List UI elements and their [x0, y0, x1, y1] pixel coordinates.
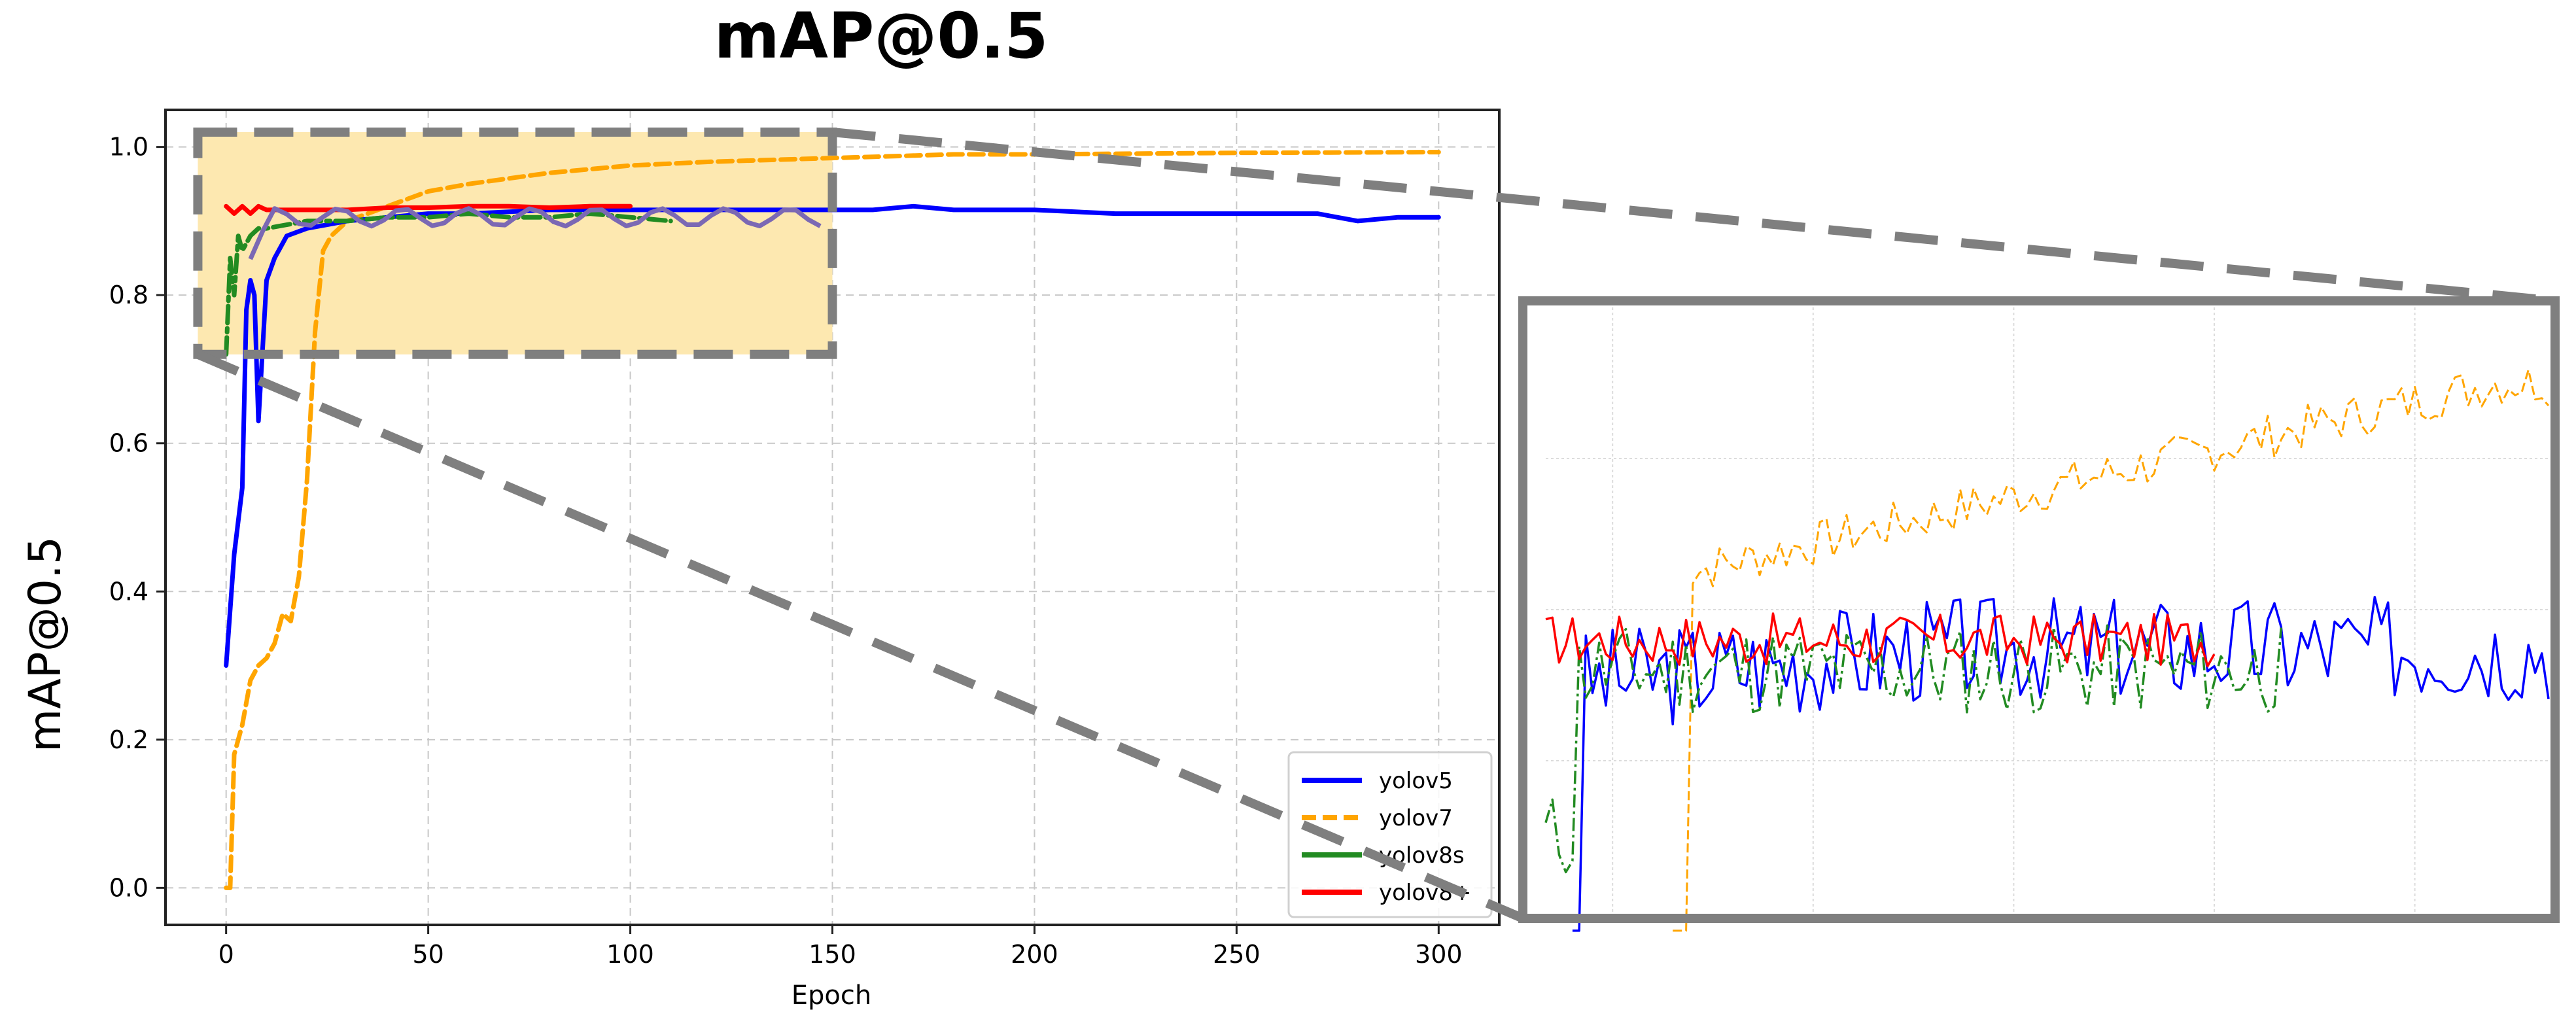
x-tick-label: 250 [1213, 940, 1261, 969]
x-tick-label: 50 [412, 940, 444, 969]
series-line-yolov7 [224, 150, 1441, 890]
x-tick-label: 200 [1011, 940, 1058, 969]
legend-label: yolov5 [1379, 768, 1453, 794]
zoom-series-yolov5 [1572, 595, 2550, 932]
zoom-series-yolov7 [1673, 368, 2550, 932]
series-overlap-blend [248, 206, 822, 260]
y-tick-label: 0.4 [109, 577, 148, 606]
legend-label: yolov7 [1379, 805, 1453, 831]
y-tick-label: 1.0 [109, 133, 148, 162]
legend-box [1287, 751, 1493, 918]
y-axis-label: mAP@0.5 [20, 536, 71, 752]
figure-title: mAP@0.5 [714, 0, 1049, 73]
y-tick-label: 0.6 [109, 429, 148, 458]
zoom-series-yolov8s [1544, 624, 2282, 874]
x-tick-label: 0 [218, 940, 234, 969]
y-tick-label: 0.8 [109, 281, 148, 309]
zoom-series-yolov8plus [1545, 612, 2216, 668]
x-axis-label: Epoch [792, 980, 871, 1011]
x-tick-label: 150 [809, 940, 856, 969]
zoom-connector-line [831, 128, 2556, 305]
zoom-source-frame [193, 127, 837, 359]
series-line-yolov5 [224, 203, 1441, 668]
zoom-connector-line [196, 350, 1525, 923]
main-plot-area: 0 50 100 150 200 250 300 0.0 0.2 0.4 0.6 0.8 1.0 yolo… [109, 109, 1501, 969]
x-tick-label: 100 [606, 940, 654, 969]
y-tick-label: 0.0 [109, 873, 148, 902]
y-tick-label: 0.2 [109, 725, 148, 754]
zoom-highlight-region [198, 131, 833, 355]
zoom-inset-panel [196, 128, 2560, 932]
zoom-inset-frame [1518, 296, 2560, 923]
x-tick-label: 300 [1415, 940, 1463, 969]
